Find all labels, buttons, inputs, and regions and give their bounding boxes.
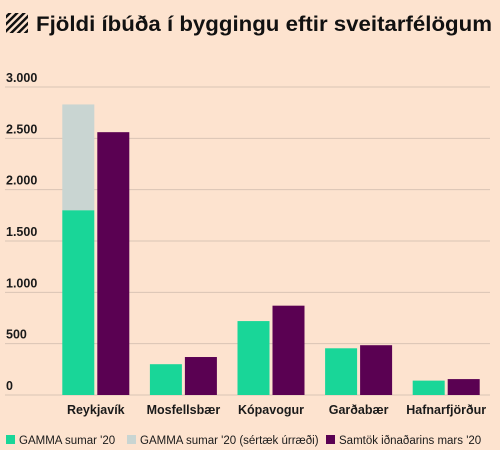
legend-label: Samtök iðnaðarins mars '20 bbox=[339, 435, 481, 447]
title-icon bbox=[6, 13, 28, 33]
x-tick-label: Mosfellsbær bbox=[147, 403, 221, 417]
bar bbox=[360, 345, 393, 395]
bar bbox=[149, 364, 182, 395]
bar bbox=[62, 210, 95, 395]
legend-swatch bbox=[127, 435, 136, 444]
bar bbox=[272, 305, 305, 395]
y-tick-label: 0 bbox=[6, 379, 13, 393]
legend-label: GAMMA sumar '20 (sértæk úrræði) bbox=[140, 435, 319, 447]
bar bbox=[237, 321, 270, 395]
x-tick-label: Reykjavík bbox=[67, 403, 125, 417]
y-tick-label: 2.500 bbox=[6, 122, 37, 136]
y-tick-label: 1.500 bbox=[6, 225, 37, 239]
x-tick-label: Kópavogur bbox=[238, 403, 304, 417]
chart-title: Fjöldi íbúða í byggingu eftir sveitarfél… bbox=[36, 13, 492, 36]
bar bbox=[325, 348, 358, 395]
legend-swatch bbox=[326, 435, 335, 444]
y-tick-label: 2.000 bbox=[6, 174, 37, 188]
x-tick-label: Garðabær bbox=[329, 403, 389, 417]
bar bbox=[97, 132, 130, 395]
y-tick-label: 1.000 bbox=[6, 276, 37, 290]
y-tick-label: 3.000 bbox=[6, 71, 37, 85]
legend-label: GAMMA sumar '20 bbox=[19, 435, 115, 447]
x-tick-label: Hafnarfjörður bbox=[406, 403, 486, 417]
legend-swatch bbox=[6, 435, 15, 444]
bar bbox=[184, 357, 217, 395]
bar bbox=[447, 379, 480, 395]
y-tick-label: 500 bbox=[6, 328, 27, 342]
bar bbox=[412, 380, 445, 395]
bar bbox=[62, 104, 95, 211]
